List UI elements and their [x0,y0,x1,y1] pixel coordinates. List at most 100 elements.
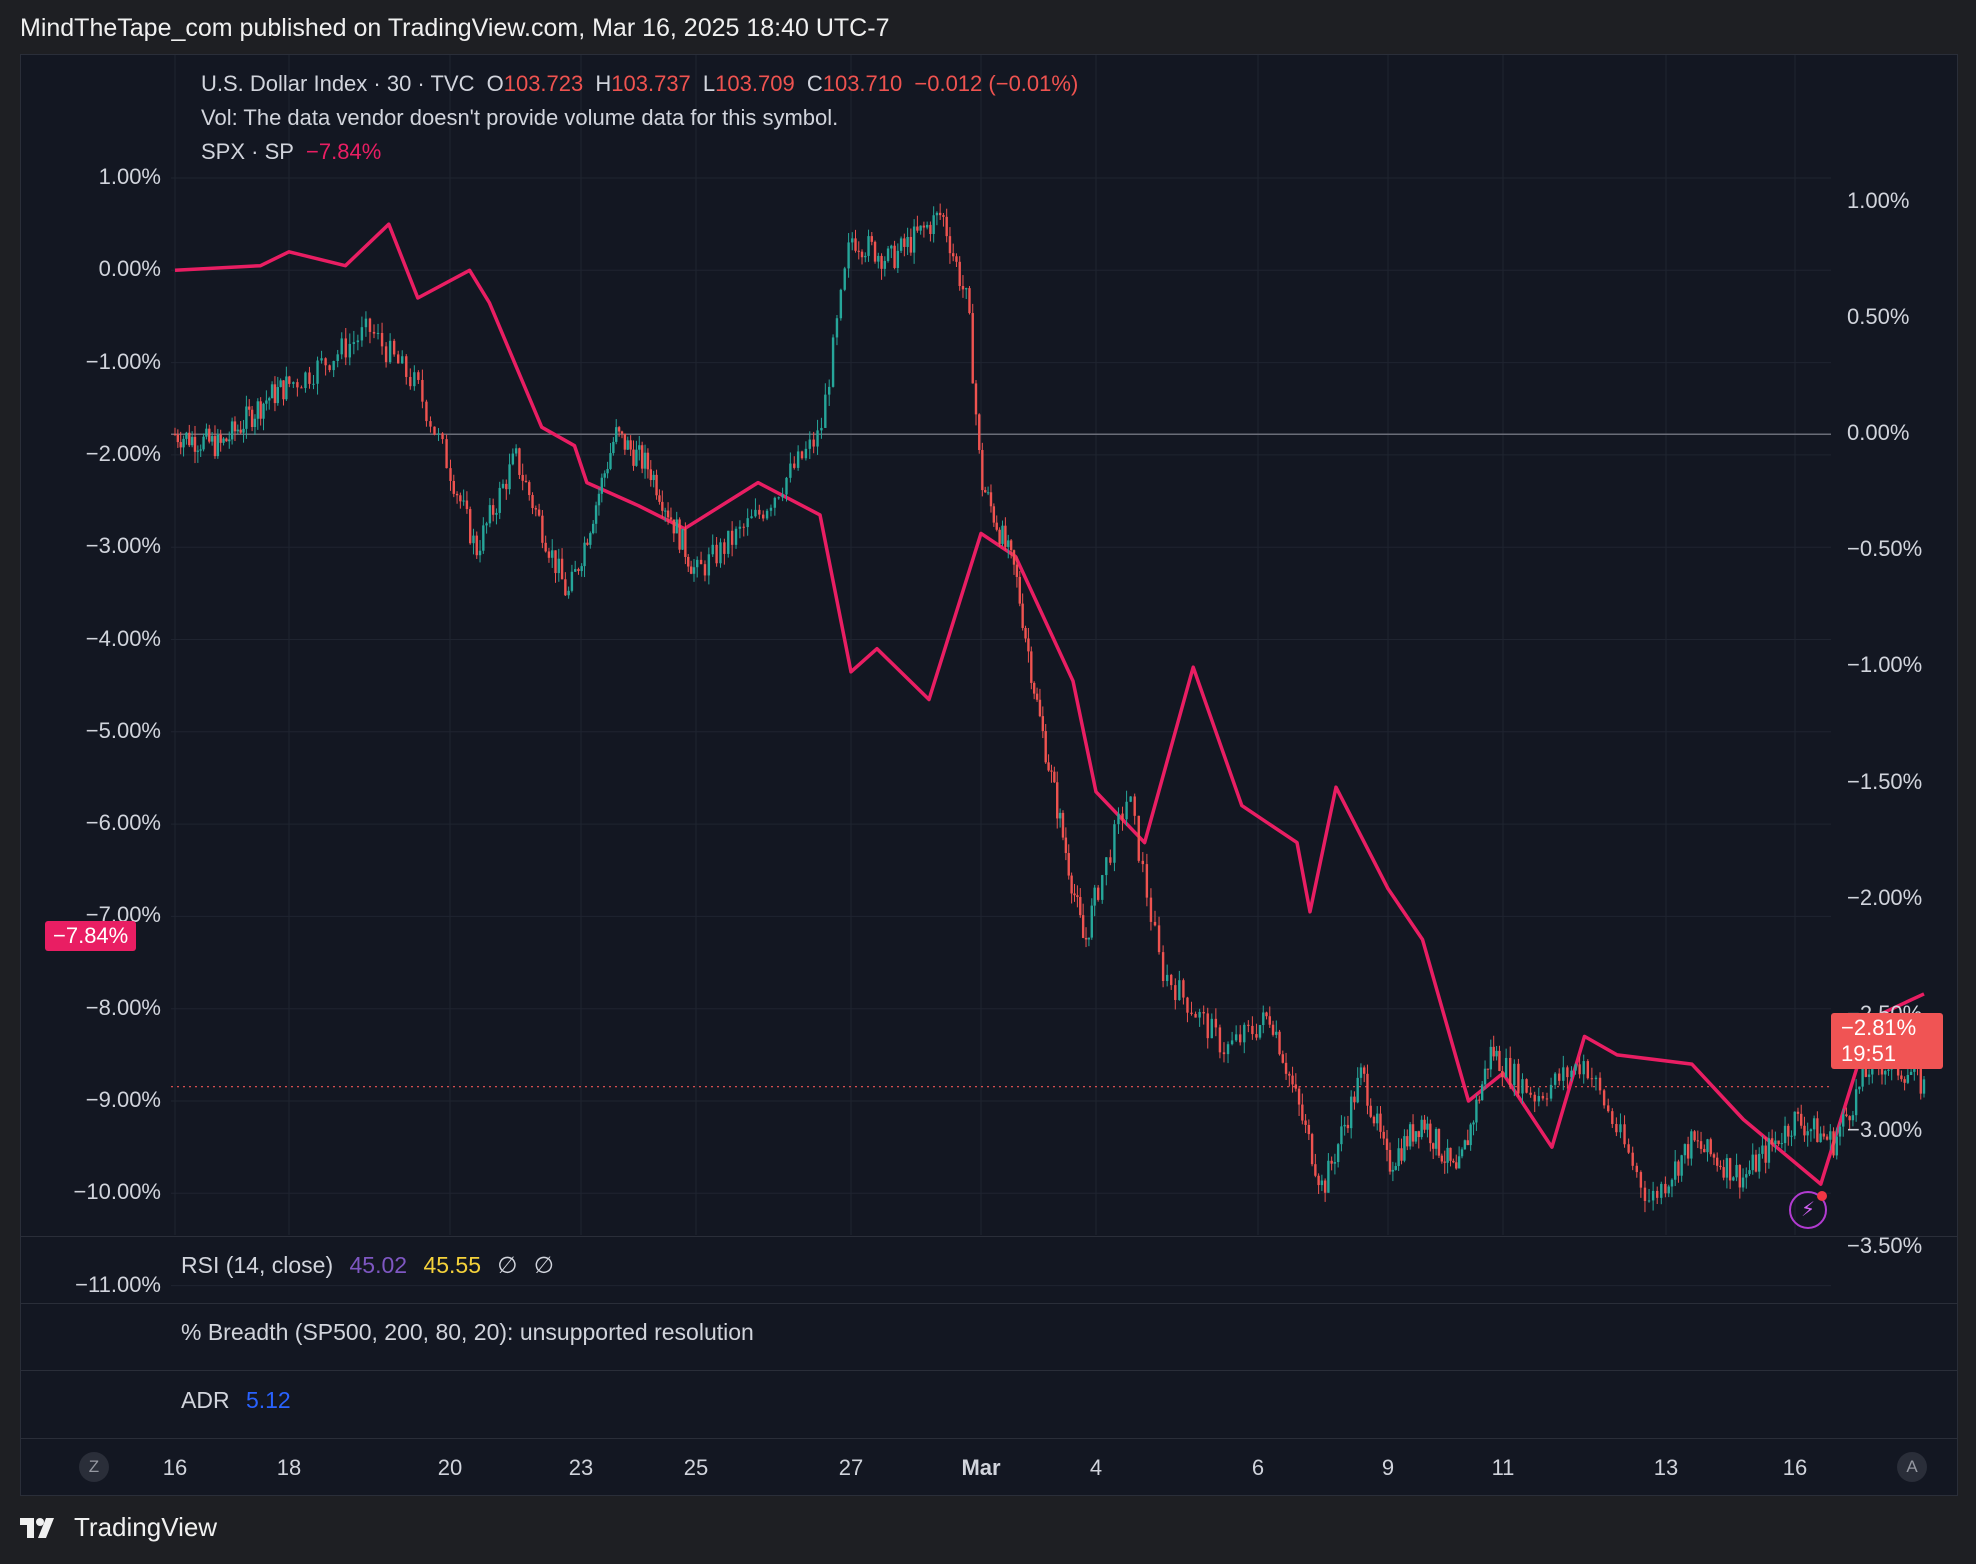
pane-separator[interactable] [21,1236,1957,1237]
dxy-candle-body [925,224,929,228]
dxy-candle-body [1141,860,1145,865]
dxy-candle-body [1816,1118,1819,1143]
dxy-candle-body [1677,1161,1680,1176]
dxy-candle-body [1466,1140,1469,1146]
alert-icon[interactable]: ⚡ [1789,1191,1827,1229]
dxy-candle-body [491,505,495,515]
dxy-candle-body [699,559,703,565]
dxy-candle-body [570,571,574,591]
adr-label[interactable]: ADR [181,1387,230,1413]
dxy-candle-body [1258,1025,1262,1038]
left-axis-tick: −2.00% [85,440,161,466]
dxy-candle-body [785,477,788,495]
dxy-candle-body [626,440,629,450]
dxy-candle-body [812,439,815,447]
dxy-candle-body [250,409,254,427]
rsi-label[interactable]: RSI (14, close) [181,1252,334,1278]
dxy-candle-body [1812,1118,1816,1130]
dxy-candle-body [282,380,285,400]
dxy-candle-body [1271,1024,1275,1035]
dxy-candle-body [256,401,260,419]
dxy-candle-body [1101,875,1104,900]
dxy-candle-body [1403,1136,1406,1161]
dxy-candle-body [1670,1179,1674,1187]
dxy-candle-body [445,439,448,469]
zoom-reset-button[interactable]: Z [79,1452,109,1482]
dxy-candle-body [1460,1149,1464,1157]
bar-countdown: 19:51 [1841,1041,1897,1066]
dxy-candle-body [1153,921,1157,926]
breadth-legend[interactable]: % Breadth (SP500, 200, 80, 20): unsuppor… [181,1319,754,1345]
adr-legend[interactable]: ADR 5.12 [181,1387,291,1414]
time-axis-tick: Mar [961,1455,1001,1480]
dxy-candle-body [1703,1148,1706,1153]
dxy-candle-body [577,569,580,572]
dxy-candle-body [761,514,765,519]
dxy-candle-body [188,432,191,446]
dxy-candle-body [1391,1169,1395,1172]
dxy-candle-body [1417,1131,1420,1138]
dxy-candle-body [213,436,217,457]
dxy-candle-body [978,414,981,451]
dxy-candle-body [831,337,835,387]
dxy-candle-body [692,567,696,574]
dxy-candle-body [1038,699,1042,717]
dxy-candle-body [666,510,670,518]
dxy-candle-body [1574,1064,1577,1071]
dxy-candle-body [501,483,505,488]
dxy-candle-body [808,439,811,449]
dxy-candle-body [459,495,462,502]
compare-symbol[interactable]: SPX · SP [201,139,294,164]
pane-separator[interactable] [21,1303,1957,1304]
time-axis-tick: 6 [1251,1455,1265,1480]
dxy-candle-body [906,236,909,247]
dxy-candle-body [1061,812,1065,838]
dxy-candle-body [1210,1018,1214,1039]
dxy-candle-body [1125,801,1128,820]
dxy-candle-body [1829,1131,1832,1140]
dxy-candle-body [1198,1011,1201,1018]
dxy-candle-body [1343,1124,1346,1127]
dxy-candle-body [847,242,850,269]
dxy-candle-body [687,556,690,567]
dxy-candle-body [974,383,978,415]
dxy-candle-body [488,505,492,524]
time-axis-tick: 9 [1381,1455,1395,1480]
dxy-candle-body [1446,1147,1449,1163]
dxy-candle-body [1529,1092,1532,1095]
rsi-legend[interactable]: RSI (14, close) 45.02 45.55 ∅ ∅ [181,1252,554,1279]
auto-scale-button[interactable]: A [1897,1452,1927,1482]
dxy-candle-body [1887,1069,1890,1071]
dxy-candle-body [1712,1154,1716,1158]
price-chart[interactable] [21,55,1957,1495]
ohlc-open: O103.723 [486,71,584,96]
chart-frame[interactable]: U.S. Dollar Index · 30 · TVC O103.723 H1… [20,54,1958,1496]
dxy-candle-body [1084,937,1088,940]
symbol-name[interactable]: U.S. Dollar Index · 30 · TVC [201,71,475,96]
dxy-candle-body [449,468,452,481]
dxy-candle-body [1408,1124,1412,1147]
dxy-candle-body [1385,1138,1389,1150]
dxy-candle-body [1109,857,1112,863]
dxy-candle-body [441,433,444,440]
dxy-candle-body [1664,1183,1667,1194]
dxy-candle-body [368,318,372,332]
dxy-candle-body [270,384,274,399]
dxy-candle-body [886,248,890,261]
dxy-candle-body [185,432,188,439]
dxy-candle-body [544,542,547,552]
compare-legend[interactable]: SPX · SP −7.84% [201,139,387,165]
left-axis-tick: 0.00% [98,256,161,282]
dxy-candle-body [1021,603,1024,628]
dxy-candle-body [336,354,339,362]
dxy-candle-body [1680,1155,1683,1176]
dxy-candle-body [1297,1088,1301,1105]
symbol-legend[interactable]: U.S. Dollar Index · 30 · TVC O103.723 H1… [201,71,1084,97]
footer-brand[interactable]: TradingView [20,1512,217,1543]
pane-separator[interactable] [21,1370,1957,1371]
dxy-candle-body [1478,1099,1481,1101]
dxy-candle-body [1230,1040,1234,1045]
dxy-candle-body [1867,1074,1871,1077]
dxy-candle-body [781,494,784,498]
dxy-candle-body [1822,1133,1826,1137]
